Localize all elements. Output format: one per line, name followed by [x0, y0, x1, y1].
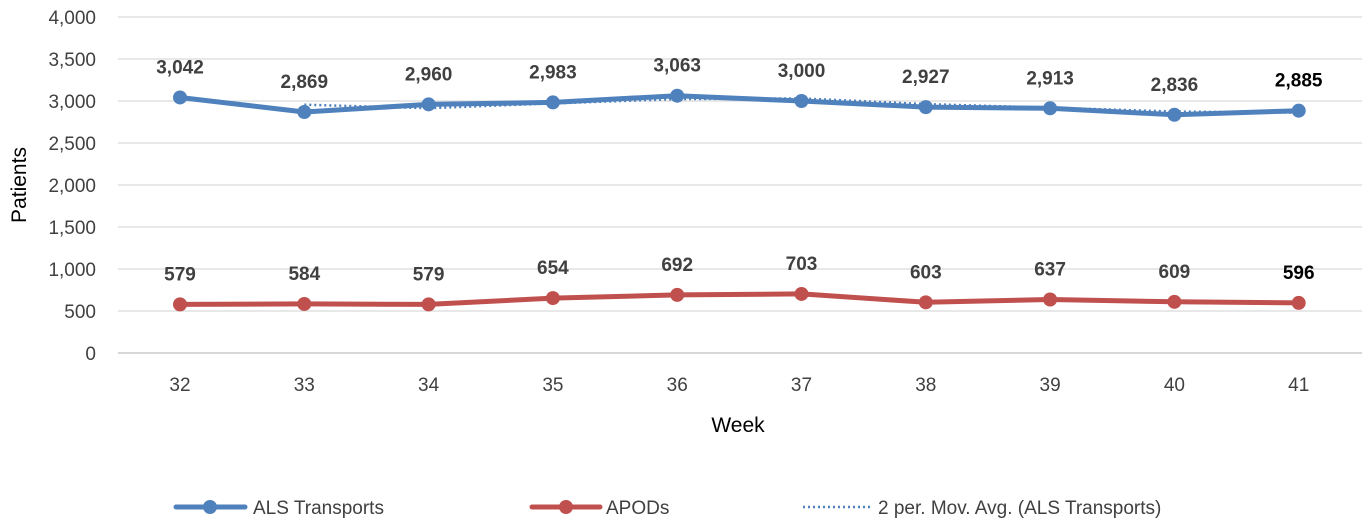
data-point-apods	[1167, 294, 1182, 309]
data-point-apods	[670, 287, 685, 302]
x-tick-label: 41	[1288, 375, 1309, 396]
x-tick-label: 36	[667, 375, 688, 396]
data-label-apods: 579	[413, 264, 445, 285]
data-label-apods: 654	[537, 258, 569, 279]
legend: ALS Transports APODs 2 per. Mov. Avg. (A…	[173, 498, 1161, 519]
x-tick-label: 37	[791, 375, 812, 396]
x-tick-label: 39	[1040, 375, 1061, 396]
data-point-apods	[421, 297, 436, 312]
x-axis-title: Week	[711, 414, 765, 437]
y-tick-label: 1,500	[48, 218, 96, 239]
x-tick-label: 34	[418, 375, 440, 396]
moving-average-line	[304, 97, 1299, 114]
data-point-apods	[297, 296, 312, 311]
data-point-als-transports	[545, 95, 560, 110]
data-point-als-transports	[297, 105, 312, 120]
data-point-als-transports	[670, 88, 685, 103]
data-labels: 3,042 2,869 2,960 2,983 3,063 3,000 2,927 2,913…	[156, 56, 1323, 286]
data-point-als-transports	[918, 100, 933, 115]
y-tick-label: 1,000	[48, 260, 96, 281]
legend-item-als-transports: ALS Transports	[173, 498, 384, 519]
data-label-als-transports: 3,000	[778, 61, 826, 82]
data-label-als-transports: 2,983	[529, 62, 577, 83]
y-axis-title: Patients	[8, 147, 31, 223]
y-axis-ticks: 0 500 1,000 1,500 2,000 2,500 3,000 3,500 4,000	[48, 8, 96, 365]
data-label-apods: 703	[786, 254, 818, 275]
x-tick-label: 32	[169, 375, 190, 396]
data-label-als-transports: 2,927	[902, 67, 950, 88]
legend-label-moving-average: 2 per. Mov. Avg. (ALS Transports)	[878, 498, 1161, 519]
series-line-als-transports	[177, 93, 1302, 118]
x-tick-label: 38	[915, 375, 936, 396]
data-label-apods: 603	[910, 262, 942, 283]
data-point-als-transports	[1043, 101, 1058, 116]
data-label-als-transports: 2,913	[1026, 68, 1074, 89]
data-label-als-transports: 3,063	[653, 56, 701, 77]
y-tick-label: 3,000	[48, 92, 96, 113]
y-tick-label: 0	[85, 344, 96, 365]
y-tick-label: 500	[64, 302, 96, 323]
data-point-als-transports	[1291, 103, 1306, 118]
legend-item-apods: APODs	[529, 498, 669, 519]
data-point-apods	[1043, 292, 1058, 307]
data-label-apods: 584	[288, 264, 320, 285]
data-label-als-transports: 2,869	[281, 72, 329, 93]
x-tick-label: 40	[1164, 375, 1185, 396]
y-tick-label: 2,500	[48, 134, 96, 155]
data-point-apods	[1291, 295, 1306, 310]
series-line-apods	[177, 291, 1302, 307]
series-lines	[173, 88, 1306, 312]
data-label-apods: 692	[661, 255, 693, 276]
data-point-apods	[918, 295, 933, 310]
y-tick-label: 2,000	[48, 176, 96, 197]
legend-label-als-transports: ALS Transports	[253, 498, 384, 519]
data-label-apods: 579	[164, 264, 196, 285]
x-axis-ticks: 32 33 34 35 36 37 38 39 40 41	[169, 375, 1309, 396]
data-label-apods: 637	[1034, 259, 1066, 280]
data-point-apods	[545, 291, 560, 306]
data-label-als-transports: 2,836	[1151, 75, 1199, 96]
data-point-als-transports	[173, 90, 187, 105]
y-tick-label: 3,500	[48, 50, 96, 71]
data-point-als-transports	[1167, 107, 1182, 122]
data-label-apods: 596	[1283, 263, 1315, 284]
data-point-als-transports	[794, 94, 809, 108]
data-label-apods: 609	[1159, 262, 1191, 283]
data-point-apods	[794, 286, 809, 301]
data-label-als-transports: 3,042	[156, 57, 204, 78]
legend-item-moving-average: 2 per. Mov. Avg. (ALS Transports)	[803, 498, 1161, 519]
y-tick-label: 4,000	[48, 8, 96, 29]
moving-average-trendline	[304, 97, 1299, 114]
x-tick-label: 35	[542, 375, 563, 396]
legend-label-apods: APODs	[606, 498, 669, 519]
data-point-apods	[173, 297, 187, 312]
data-label-als-transports: 2,960	[405, 64, 453, 85]
gridlines	[118, 16, 1362, 354]
data-point-als-transports	[421, 97, 436, 112]
data-label-als-transports: 2,885	[1275, 71, 1323, 92]
x-tick-label: 33	[294, 375, 315, 396]
